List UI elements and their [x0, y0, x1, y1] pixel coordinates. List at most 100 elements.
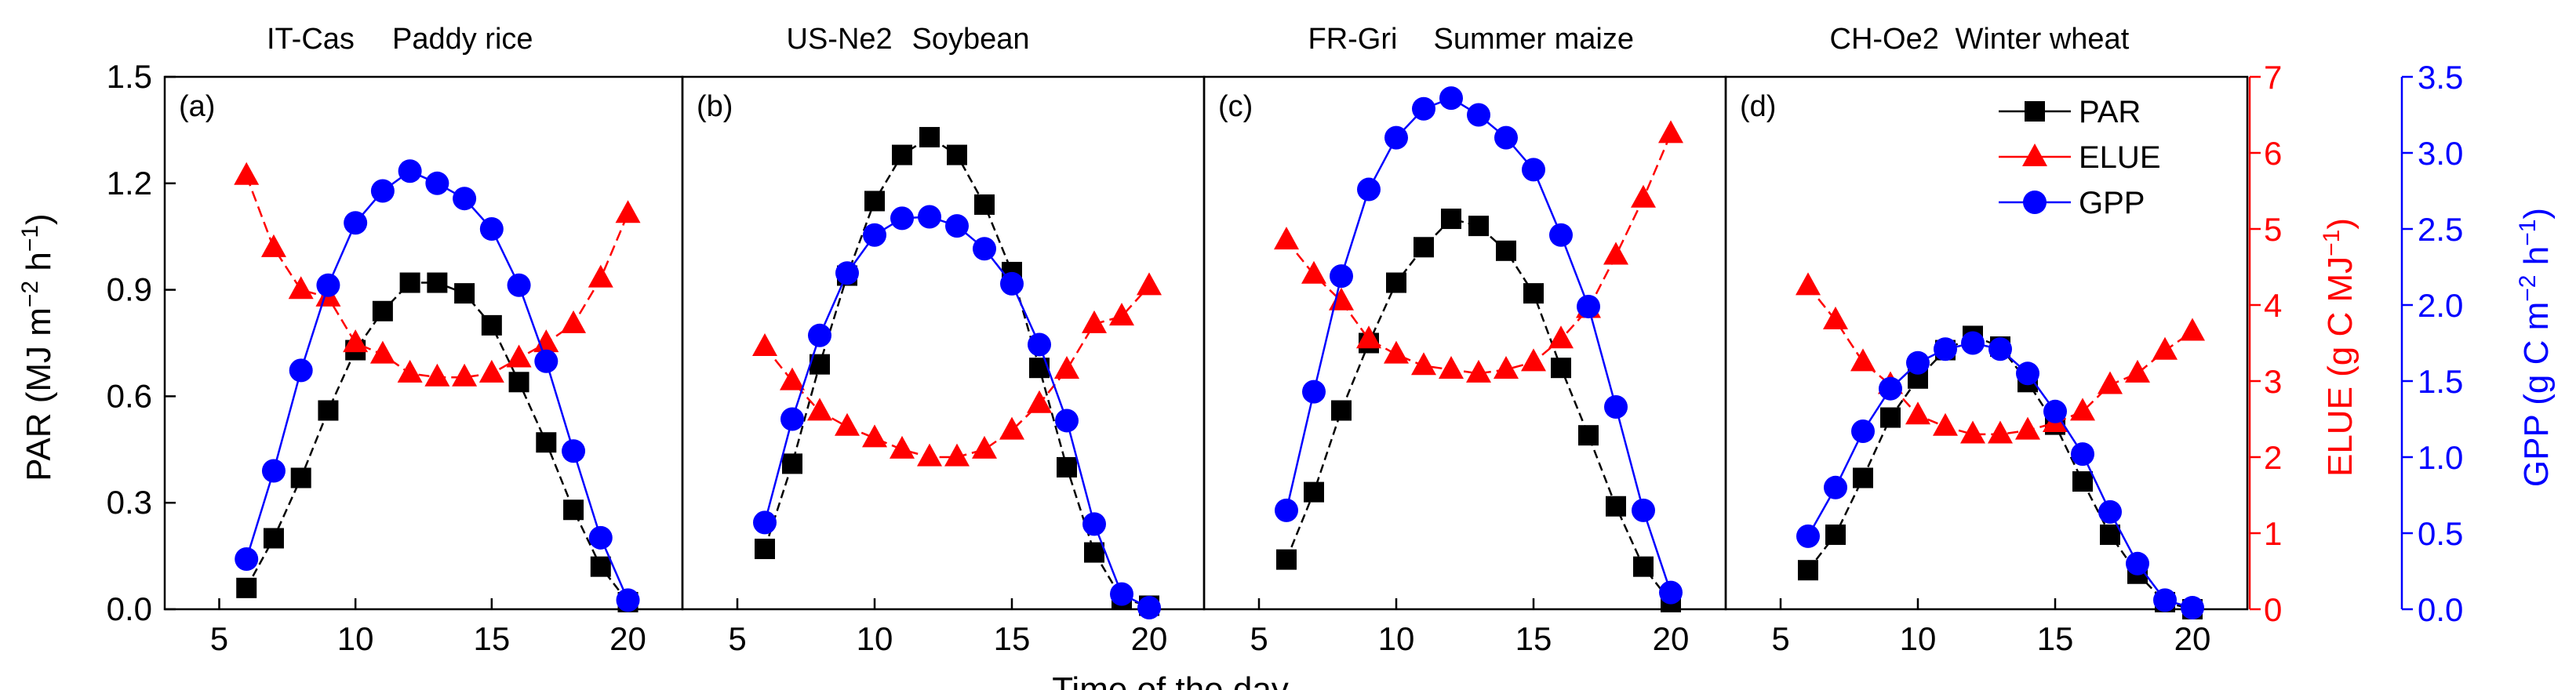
par-marker [1441, 209, 1461, 230]
elue-marker [780, 367, 805, 390]
par-marker [1853, 467, 1873, 488]
par-marker [236, 577, 257, 598]
par-tick-label: 0.3 [107, 484, 152, 521]
gpp-marker [289, 358, 313, 383]
elue-marker [1082, 310, 1107, 333]
elue-marker [752, 332, 777, 356]
elue-marker [2098, 371, 2123, 394]
gpp-marker [2153, 588, 2177, 612]
x-tick-label: 10 [1900, 620, 1937, 657]
gpp-marker [1028, 332, 1051, 357]
elue-marker [533, 329, 559, 353]
elue-marker [1137, 272, 1162, 296]
gpp-marker [479, 217, 504, 241]
gpp-marker [1659, 580, 1683, 605]
gpp-marker [2071, 442, 2094, 467]
par-marker [1633, 556, 1654, 577]
x-tick-label: 15 [1515, 620, 1552, 657]
gpp-marker [1000, 271, 1024, 296]
elue-marker [452, 363, 478, 387]
elue-marker [1631, 184, 1656, 208]
gpp-axis-title: GPP (g C m−2 h−1) [2515, 208, 2556, 487]
elue-marker [2015, 416, 2040, 440]
elue-marker [478, 359, 504, 383]
elue-series-line [1286, 133, 1672, 375]
gpp-tick-label: 0.0 [2418, 591, 2463, 628]
gpp-marker [1110, 582, 1133, 606]
gpp-marker [918, 205, 941, 229]
gpp-marker [588, 525, 613, 550]
elue-marker [1850, 348, 1876, 372]
gpp-marker [1439, 86, 1463, 111]
gpp-tick-label: 3.5 [2418, 59, 2463, 96]
gpp-marker [453, 187, 477, 211]
par-marker [755, 539, 775, 560]
panel-site-title: FR-Gri [1308, 23, 1398, 56]
x-tick-label: 20 [1653, 620, 1690, 657]
par-marker [892, 144, 912, 165]
legend-marker [2023, 191, 2047, 214]
gpp-marker [1988, 337, 2012, 361]
elue-axis-title: ELUE (g C MJ−1) [2319, 218, 2360, 477]
gpp-marker [1412, 96, 1435, 121]
gpp-tick-label: 2.5 [2418, 211, 2463, 248]
legend-label: ELUE [2079, 140, 2161, 175]
gpp-tick-label: 1.5 [2418, 363, 2463, 400]
elue-marker [1301, 260, 1326, 284]
elue-marker [288, 276, 314, 300]
gpp-marker [235, 547, 259, 571]
elue-marker [234, 162, 260, 185]
gpp-marker [1851, 419, 1875, 444]
gpp-marker [1494, 125, 1518, 150]
gpp-marker [1934, 337, 1957, 361]
elue-marker [1905, 401, 1930, 425]
gpp-marker [1137, 596, 1161, 620]
elue-marker [1466, 359, 1491, 383]
par-marker [481, 314, 502, 336]
par-marker [1386, 272, 1406, 293]
gpp-marker [2043, 399, 2067, 423]
gpp-marker [753, 510, 777, 535]
elue-marker [1603, 242, 1628, 265]
par-tick-label: 0.0 [107, 590, 152, 627]
gpp-marker [863, 223, 886, 247]
elue-tick-label: 7 [2264, 59, 2282, 96]
par-marker [1825, 524, 1846, 545]
par-marker [399, 272, 420, 293]
elue-marker [1960, 420, 1985, 444]
par-marker [1798, 560, 1818, 581]
elue-marker [807, 398, 832, 421]
legend-entry-gpp: GPP [1999, 186, 2145, 220]
elue-marker [615, 200, 641, 223]
elue-marker [1054, 356, 1079, 380]
par-marker [1276, 549, 1297, 570]
x-tick-label: 15 [2037, 620, 2074, 657]
panel-4: 5 10 15 20 (d) [1724, 75, 2249, 657]
panel-crop-title: Winter wheat [1956, 23, 2130, 56]
gpp-tick-label: 1.0 [2418, 439, 2463, 476]
elue-marker [1384, 340, 1409, 364]
panel-1: 5 10 15 20 (a) [163, 75, 684, 657]
gpp-marker [1522, 158, 1545, 182]
par-marker [2072, 471, 2093, 492]
legend-entry-elue: ELUE [1999, 140, 2161, 175]
panel-crop-title: Summer maize [1434, 23, 1635, 56]
panel-label: (b) [697, 90, 733, 123]
elue-marker [260, 234, 286, 257]
gpp-marker [370, 179, 395, 203]
par-axis-title: PAR (MJ m−2 h−1) [17, 213, 59, 481]
gpp-marker [1632, 498, 1655, 522]
par-marker [947, 144, 967, 165]
par-marker [1551, 358, 1571, 379]
panel-site-title: US-Ne2 [787, 23, 893, 56]
par-marker [563, 499, 584, 521]
x-tick-label: 10 [337, 620, 374, 657]
gpp-marker [616, 588, 640, 612]
gpp-marker [1604, 394, 1628, 419]
elue-tick-label: 1 [2264, 515, 2282, 552]
panel-label: (d) [1740, 90, 1776, 123]
titles-layer: IT-Cas Paddy rice US-Ne2 Soybean FR-Gri Summe… [267, 23, 2130, 56]
elue-tick-label: 4 [2264, 287, 2282, 324]
gpp-marker [1302, 380, 1326, 404]
par-marker [1057, 456, 1077, 478]
